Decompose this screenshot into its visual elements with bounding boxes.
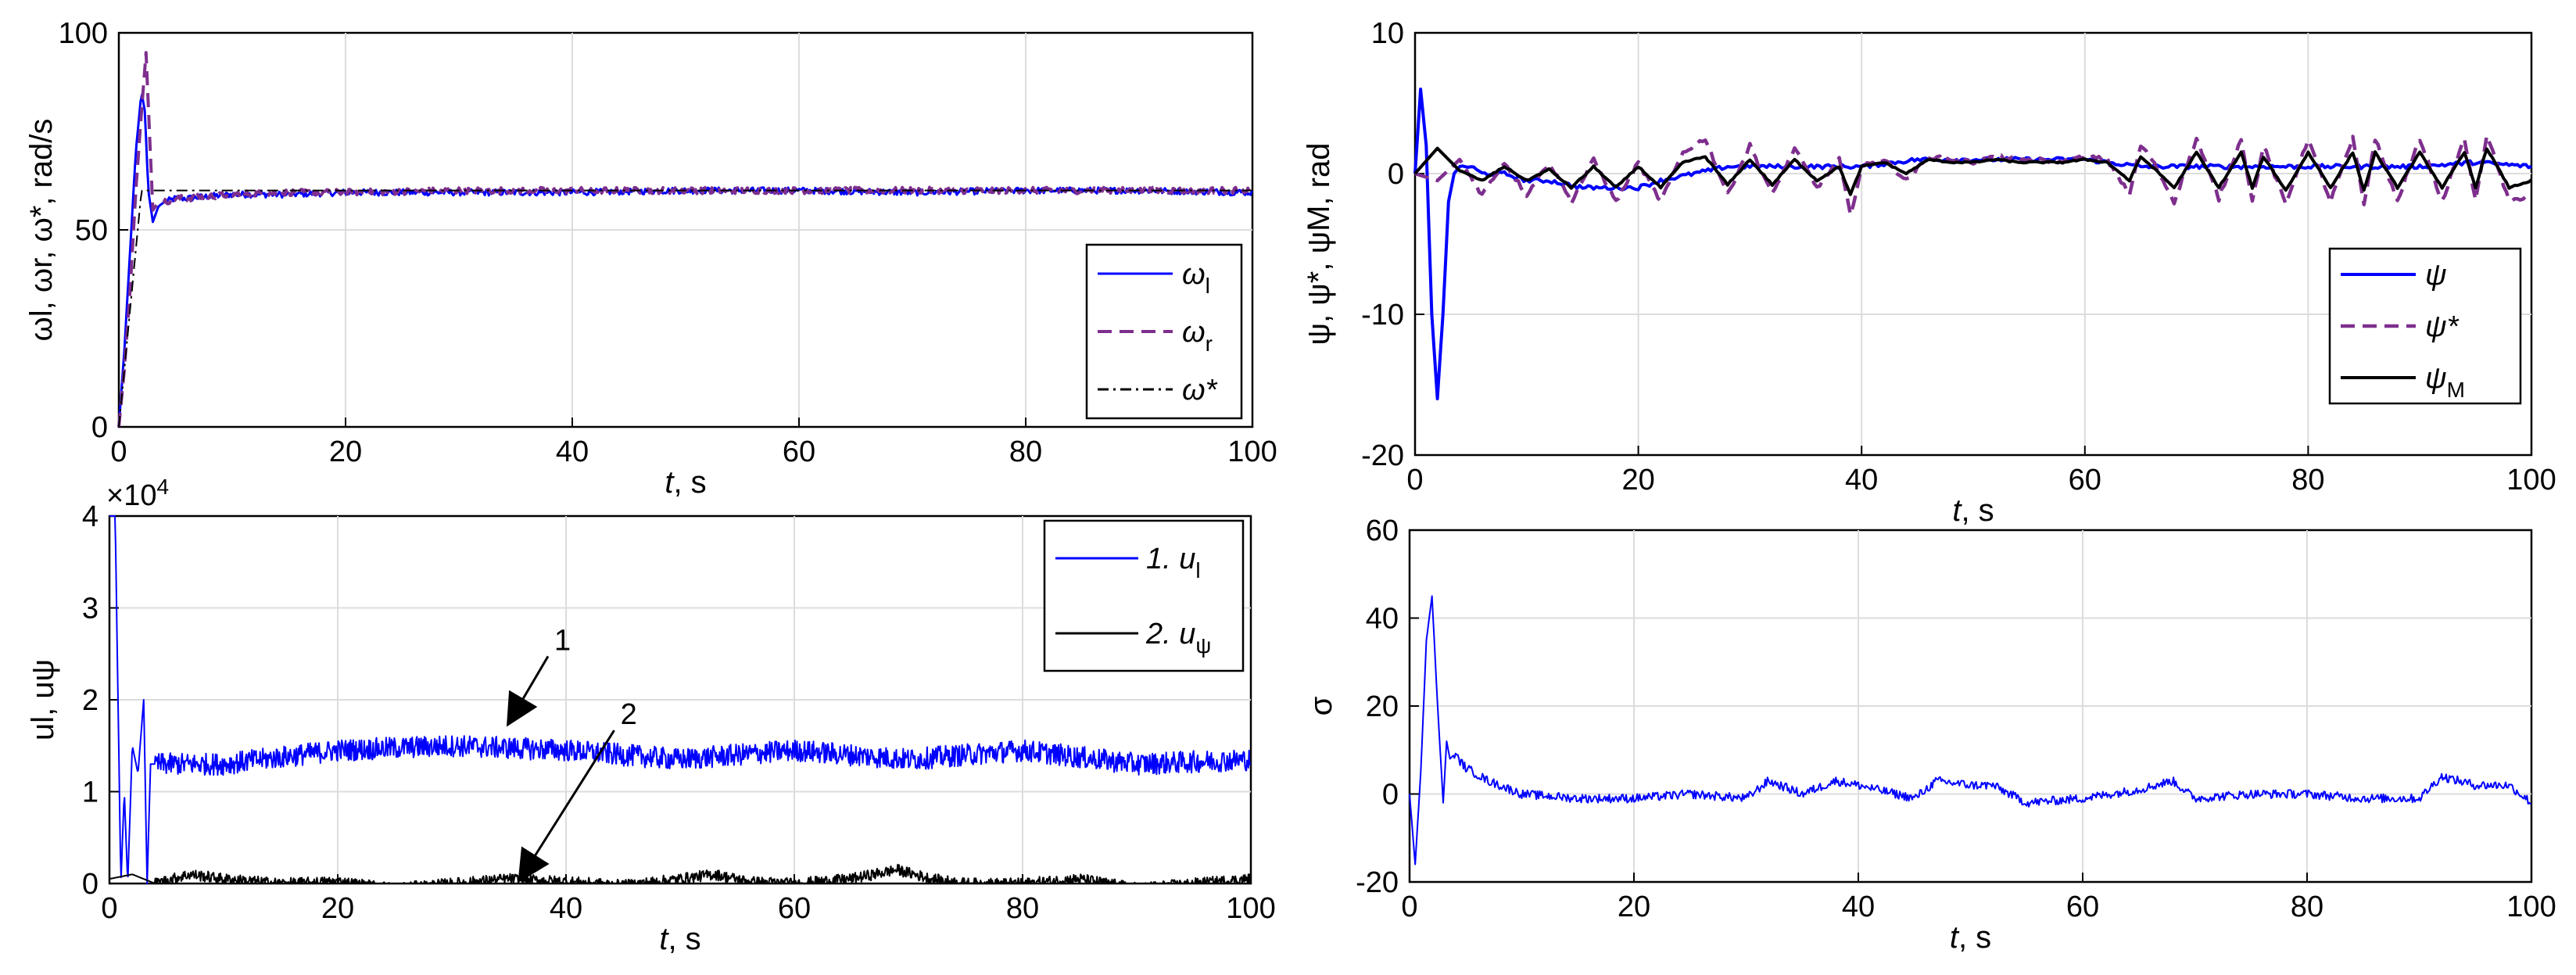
x-tick-label: 80: [1006, 892, 1039, 925]
psi-series-2: [1413, 146, 2533, 196]
control-chart: 0 20 40 60 80 100 0 1 2 3 4 t, s ul, uψ ×104 1 2 1. ul 2.…: [26, 475, 1276, 956]
x-tick-label: 40: [556, 436, 589, 468]
omega-chart: 0 20 40 60 80 100 0 50 100 t, s ωl, ωr, ω*, rad/s ω…: [24, 17, 1277, 500]
legend-entry-1: ψ*: [2425, 310, 2460, 343]
x-tick-label: 60: [783, 436, 815, 468]
legend-entry-2: ψM: [2425, 362, 2465, 402]
x-tick-label: 60: [2069, 464, 2101, 496]
x-tick-label: 0: [1406, 464, 1423, 496]
x-tick-label: 20: [1621, 464, 1654, 496]
x-tick-label: 20: [321, 892, 354, 925]
sigma-series-0: [1409, 595, 2532, 866]
y-tick-label: 60: [1366, 514, 1399, 547]
sigma-y-axis-label: σ: [1304, 696, 1338, 715]
legend-entry-2: ω*: [1182, 374, 1218, 407]
control-legend: [1043, 519, 1245, 672]
y-tick-label: -20: [1356, 866, 1399, 899]
x-tick-label: 0: [1401, 891, 1417, 923]
control-series-0: [109, 515, 1252, 884]
x-tick-label: 100: [1226, 892, 1275, 925]
omega-y-axis-label: ωl, ωr, ω*, rad/s: [24, 119, 59, 342]
y-tick-label: 100: [59, 17, 108, 50]
y-tick-label: 0: [1382, 779, 1399, 812]
annotation-label-2: 2: [621, 698, 637, 731]
y-tick-label: 1: [82, 776, 99, 809]
legend-entry-1: 2. uψ: [1145, 618, 1211, 658]
x-tick-label: 40: [1842, 891, 1875, 923]
x-tick-label: 100: [1227, 436, 1277, 468]
y-tick-label: 3: [82, 593, 99, 626]
x-tick-label: 0: [110, 436, 127, 468]
x-tick-label: 40: [1845, 464, 1878, 496]
x-tick-label: 80: [2291, 891, 2323, 923]
y-tick-label: 0: [91, 411, 108, 444]
y-tick-label: -20: [1361, 439, 1404, 472]
y-tick-label: 10: [1371, 17, 1404, 50]
y-tick-label: 0: [1388, 158, 1404, 191]
sigma-x-axis-label: t, s: [1950, 920, 1991, 955]
psi-chart: 0 20 40 60 80 100 -20 -10 0 10 t, s ψ, ψ*, ψM, rad ψ…: [1302, 17, 2556, 528]
legend-entry-0: ωl: [1182, 258, 1210, 298]
x-tick-label: 40: [550, 892, 582, 925]
legend-entry-1: ωr: [1182, 316, 1213, 356]
omega-x-axis-label: t, s: [665, 465, 706, 500]
omega-series-2: [118, 189, 1252, 428]
y-tick-label: -10: [1361, 299, 1404, 332]
y-tick-label: 40: [1366, 603, 1399, 636]
x-tick-label: 100: [2506, 891, 2556, 923]
psi-x-axis-label: t, s: [1952, 493, 1994, 528]
legend-entry-0: 1. ul: [1146, 543, 1201, 582]
x-tick-label: 20: [329, 436, 362, 468]
psi-y-axis-label: ψ, ψ*, ψM, rad: [1302, 143, 1336, 346]
exponent-label: ×104: [106, 475, 169, 512]
control-x-axis-label: t, s: [659, 922, 700, 956]
annotation-arrow-1: [506, 655, 550, 727]
y-tick-label: 50: [75, 214, 108, 247]
annotation-label-1: 1: [554, 624, 571, 657]
control-y-axis-label: ul, uψ: [26, 659, 60, 740]
x-tick-label: 60: [2066, 891, 2099, 923]
y-tick-label: 4: [82, 500, 99, 533]
x-tick-label: 0: [101, 892, 117, 925]
control-series-1: [109, 863, 1252, 884]
y-tick-label: 0: [82, 868, 99, 901]
y-tick-label: 2: [82, 684, 99, 717]
x-tick-label: 20: [1618, 891, 1650, 923]
annotation-arrow-2: [518, 729, 615, 884]
legend-entry-0: ψ: [2425, 259, 2447, 292]
x-tick-label: 60: [778, 892, 811, 925]
y-tick-label: 20: [1366, 690, 1399, 723]
x-tick-label: 100: [2506, 464, 2556, 496]
x-tick-label: 80: [1009, 436, 1042, 468]
x-tick-label: 80: [2291, 464, 2324, 496]
